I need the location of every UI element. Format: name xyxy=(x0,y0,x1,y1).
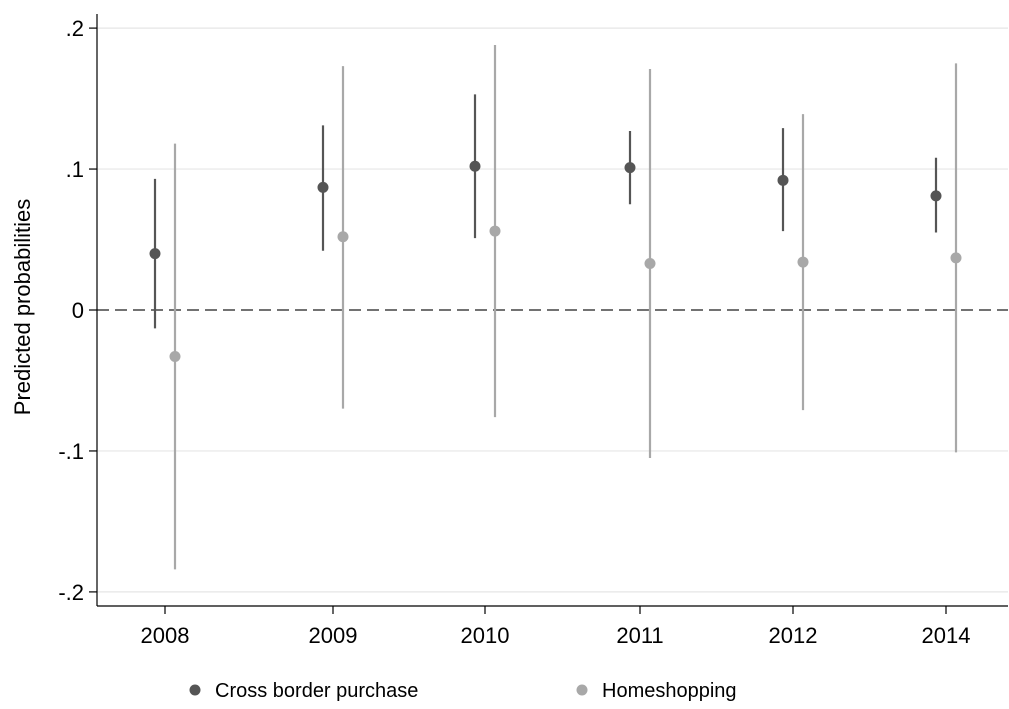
series xyxy=(149,45,962,570)
point-estimate xyxy=(169,351,181,363)
legend-marker xyxy=(189,684,201,696)
point-estimate xyxy=(644,257,656,269)
series-1 xyxy=(169,45,962,570)
legend: Cross border purchase Homeshopping xyxy=(189,680,737,702)
y-tick-label: 0 xyxy=(72,298,84,323)
y-tick-label: -.1 xyxy=(58,439,84,464)
point-estimate xyxy=(149,248,161,260)
point-estimate xyxy=(950,252,962,264)
point-estimate xyxy=(317,181,329,193)
point-estimate xyxy=(624,162,636,174)
y-tick-label: .1 xyxy=(66,157,84,182)
gridlines xyxy=(97,27,1008,593)
x-tick-label: 2011 xyxy=(616,623,663,648)
x-tick-label: 2008 xyxy=(141,623,190,648)
point-estimate xyxy=(337,231,349,243)
legend-label: Homeshopping xyxy=(602,680,737,702)
point-estimate xyxy=(930,190,942,202)
x-tick-label: 2009 xyxy=(309,623,358,648)
y-axis-title: Predicted probabilities xyxy=(10,199,35,415)
point-estimate xyxy=(489,225,501,237)
series-0 xyxy=(149,94,942,329)
point-estimate xyxy=(797,256,809,268)
legend-label: Cross border purchase xyxy=(215,680,418,702)
tick-labels: -.2 -.1 0 .1 .2 2008 2009 2010 2011 2012 2014 xyxy=(58,16,970,648)
x-tick-label: 2014 xyxy=(922,623,971,648)
legend-marker xyxy=(576,684,588,696)
x-tick-label: 2010 xyxy=(461,623,510,648)
point-estimate xyxy=(777,174,789,186)
legend-item: Homeshopping xyxy=(576,680,737,702)
legend-item: Cross border purchase xyxy=(189,680,418,702)
y-tick-label: -.2 xyxy=(58,580,84,605)
y-tick-label: .2 xyxy=(66,16,84,41)
x-tick-label: 2012 xyxy=(769,623,818,648)
axes xyxy=(89,14,1008,614)
point-estimate xyxy=(469,160,481,172)
